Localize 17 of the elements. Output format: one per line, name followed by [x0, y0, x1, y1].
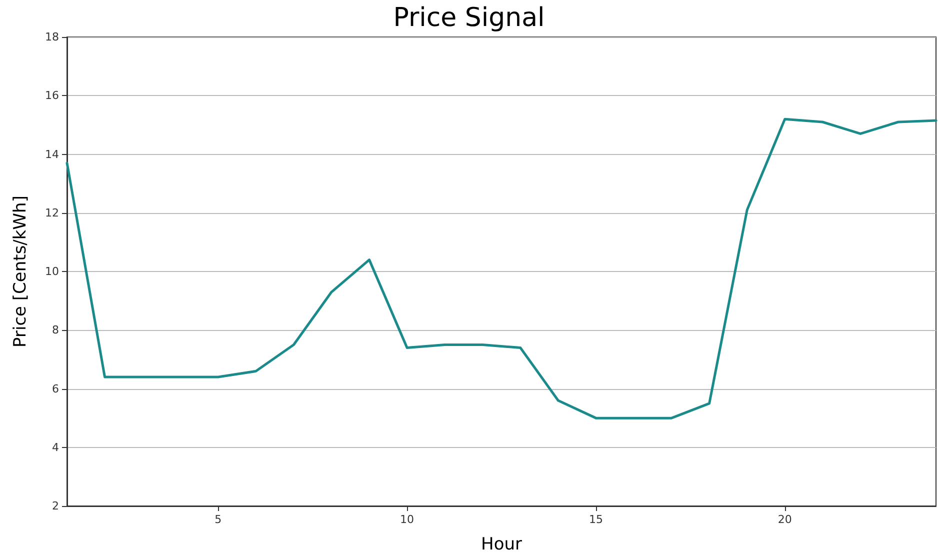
y-tick-label: 4 [52, 440, 59, 454]
y-tick-label: 8 [52, 324, 59, 337]
y-axis-title: Price [Cents/kWh] [10, 196, 30, 348]
y-tick-label: 6 [52, 382, 59, 396]
x-tick-label: 20 [778, 513, 792, 526]
x-axis-title: Hour [481, 534, 522, 554]
x-tick-label: 5 [214, 513, 222, 526]
chart-title: Price Signal [393, 3, 545, 33]
y-tick-label: 2 [52, 500, 59, 512]
y-tick-label: 14 [45, 148, 59, 161]
x-tick-label: 15 [588, 513, 603, 526]
y-tick-label: 12 [45, 206, 59, 220]
line-series [66, 118, 938, 420]
y-tick-label: 16 [45, 89, 59, 102]
x-tick-label: 10 [400, 513, 414, 526]
y-tick-label: 10 [45, 265, 59, 278]
y-tick-label: 18 [45, 30, 59, 44]
